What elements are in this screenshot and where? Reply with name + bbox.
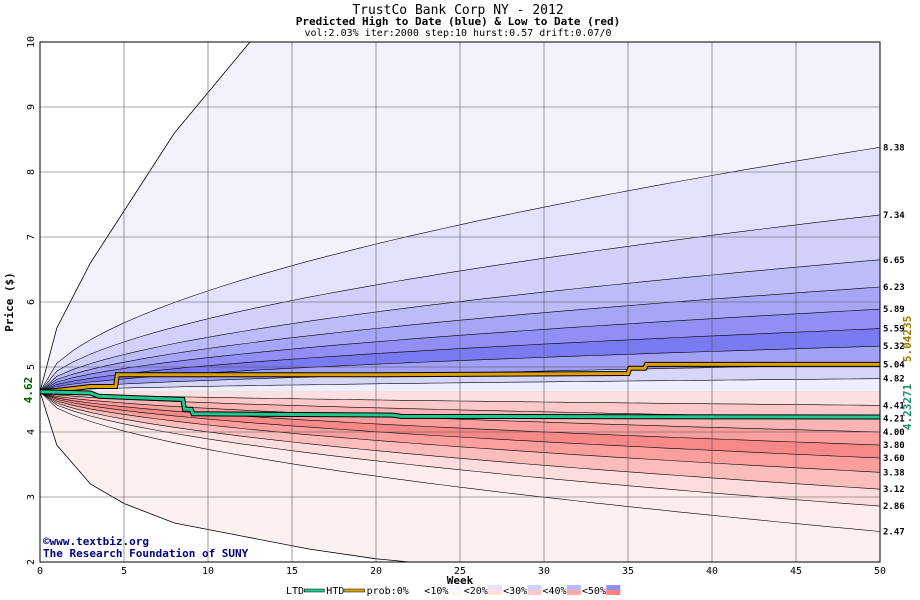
legend-prob-swatch — [409, 590, 424, 595]
x-tick-label: 5 — [121, 566, 127, 577]
x-tick-label: 15 — [286, 566, 298, 577]
high-end-label: 6.65 — [883, 256, 905, 266]
legend-prob-label: <50% — [582, 586, 606, 597]
high-end-label: 5.89 — [883, 305, 905, 315]
low-end-label: 4.41 — [883, 401, 905, 411]
high-end-label: 5.32 — [883, 342, 905, 352]
legend-ltd-label: LTD — [286, 586, 304, 597]
plot-frame — [39, 41, 881, 563]
chart-params: vol:2.03% iter:2000 step:10 hurst:0.57 d… — [304, 28, 611, 39]
high-end-label: 6.23 — [883, 283, 905, 293]
y-tick-label: 9 — [26, 104, 37, 110]
x-axis-ticks: 0 5 10 15 20 25 30 35 40 45 50 — [37, 566, 886, 577]
y-tick-label: 7 — [26, 234, 37, 240]
legend-prob-swatch — [527, 585, 542, 590]
legend-prob-swatch — [527, 590, 542, 595]
x-tick-label: 20 — [370, 566, 382, 577]
low-end-label: 3.80 — [883, 441, 905, 451]
legend-prob-label: <30% — [503, 586, 527, 597]
y-tick-label: 5 — [26, 364, 37, 370]
right-labels: 8.38 7.34 6.65 6.23 5.89 5.59 5.32 5.04 4.82 4.41… — [883, 143, 905, 537]
y-axis-ticks: 2 3 4 5 6 7 8 9 10 — [26, 36, 37, 565]
low-end-label: 4.21 — [883, 414, 905, 424]
legend-prob-label: <20% — [464, 586, 488, 597]
start-price-label: 4.62 — [22, 377, 35, 404]
x-tick-label: 25 — [454, 566, 466, 577]
high-end-label: 4.82 — [883, 375, 905, 385]
legend-prob-swatch — [606, 585, 621, 590]
legend-htd-swatch — [344, 588, 365, 593]
y-tick-label: 6 — [26, 299, 37, 305]
x-tick-label: 0 — [37, 566, 43, 577]
legend-prob-swatch — [566, 585, 581, 590]
high-end-label: 7.34 — [883, 211, 905, 221]
high-end-label: 8.38 — [883, 143, 905, 153]
low-end-label: 3.60 — [883, 454, 905, 464]
legend-prob-swatch — [448, 590, 463, 595]
low-end-label: 2.47 — [883, 527, 905, 537]
chart-title: TrustCo Bank Corp NY - 2012 — [352, 3, 563, 18]
x-tick-label: 10 — [202, 566, 214, 577]
x-tick-label: 50 — [874, 566, 886, 577]
legend: LTD HTD prob:0% <10% <20% <30% <40% <50% — [286, 585, 621, 597]
y-tick-label: 4 — [26, 429, 37, 435]
legend-prob-swatch — [488, 585, 503, 590]
legend-prob-swatch — [409, 585, 424, 590]
outer-low-line — [39, 391, 410, 563]
y-tick-label: 3 — [26, 494, 37, 500]
legend-prob-swatch — [488, 590, 503, 595]
legend-prob-swatch — [566, 590, 581, 595]
high-end-label: 5.59 — [883, 325, 905, 335]
legend-prob-swatch — [448, 585, 463, 590]
x-tick-label: 45 — [790, 566, 802, 577]
legend-prob-label: <10% — [424, 586, 448, 597]
y-tick-label: 2 — [26, 559, 37, 565]
chart-subtitle: Predicted High to Date (blue) & Low to D… — [296, 15, 621, 28]
credit-foundation: The Research Foundation of SUNY — [43, 547, 249, 560]
x-tick-label: 40 — [706, 566, 718, 577]
x-tick-label: 35 — [622, 566, 634, 577]
legend-htd-label: HTD — [326, 586, 344, 597]
legend-prob-label: <40% — [543, 586, 567, 597]
y-tick-label: 8 — [26, 169, 37, 175]
legend-prob-label: prob:0% — [367, 586, 409, 597]
high-end-label: 5.04 — [883, 360, 905, 370]
low-end-label: 4.00 — [883, 428, 905, 438]
x-tick-label: 30 — [538, 566, 550, 577]
series-lines — [39, 361, 881, 420]
credit-website: ©www.textbiz.org — [43, 535, 149, 548]
low-end-label: 3.12 — [883, 485, 905, 495]
x-axis-label: Week — [447, 574, 474, 587]
y-tick-label: 10 — [26, 36, 37, 48]
htd-final-label: 5.04235 — [901, 316, 914, 362]
series-htd-line — [39, 362, 880, 394]
y-axis-label: Price ($) — [3, 272, 16, 332]
legend-prob-swatch — [606, 590, 621, 595]
legend-ltd-swatch — [304, 588, 325, 593]
ltd-final-label: 4.23271 — [901, 383, 914, 430]
low-end-label: 2.86 — [883, 502, 905, 512]
series-ltd-line — [39, 390, 881, 419]
low-end-label: 3.38 — [883, 468, 905, 478]
